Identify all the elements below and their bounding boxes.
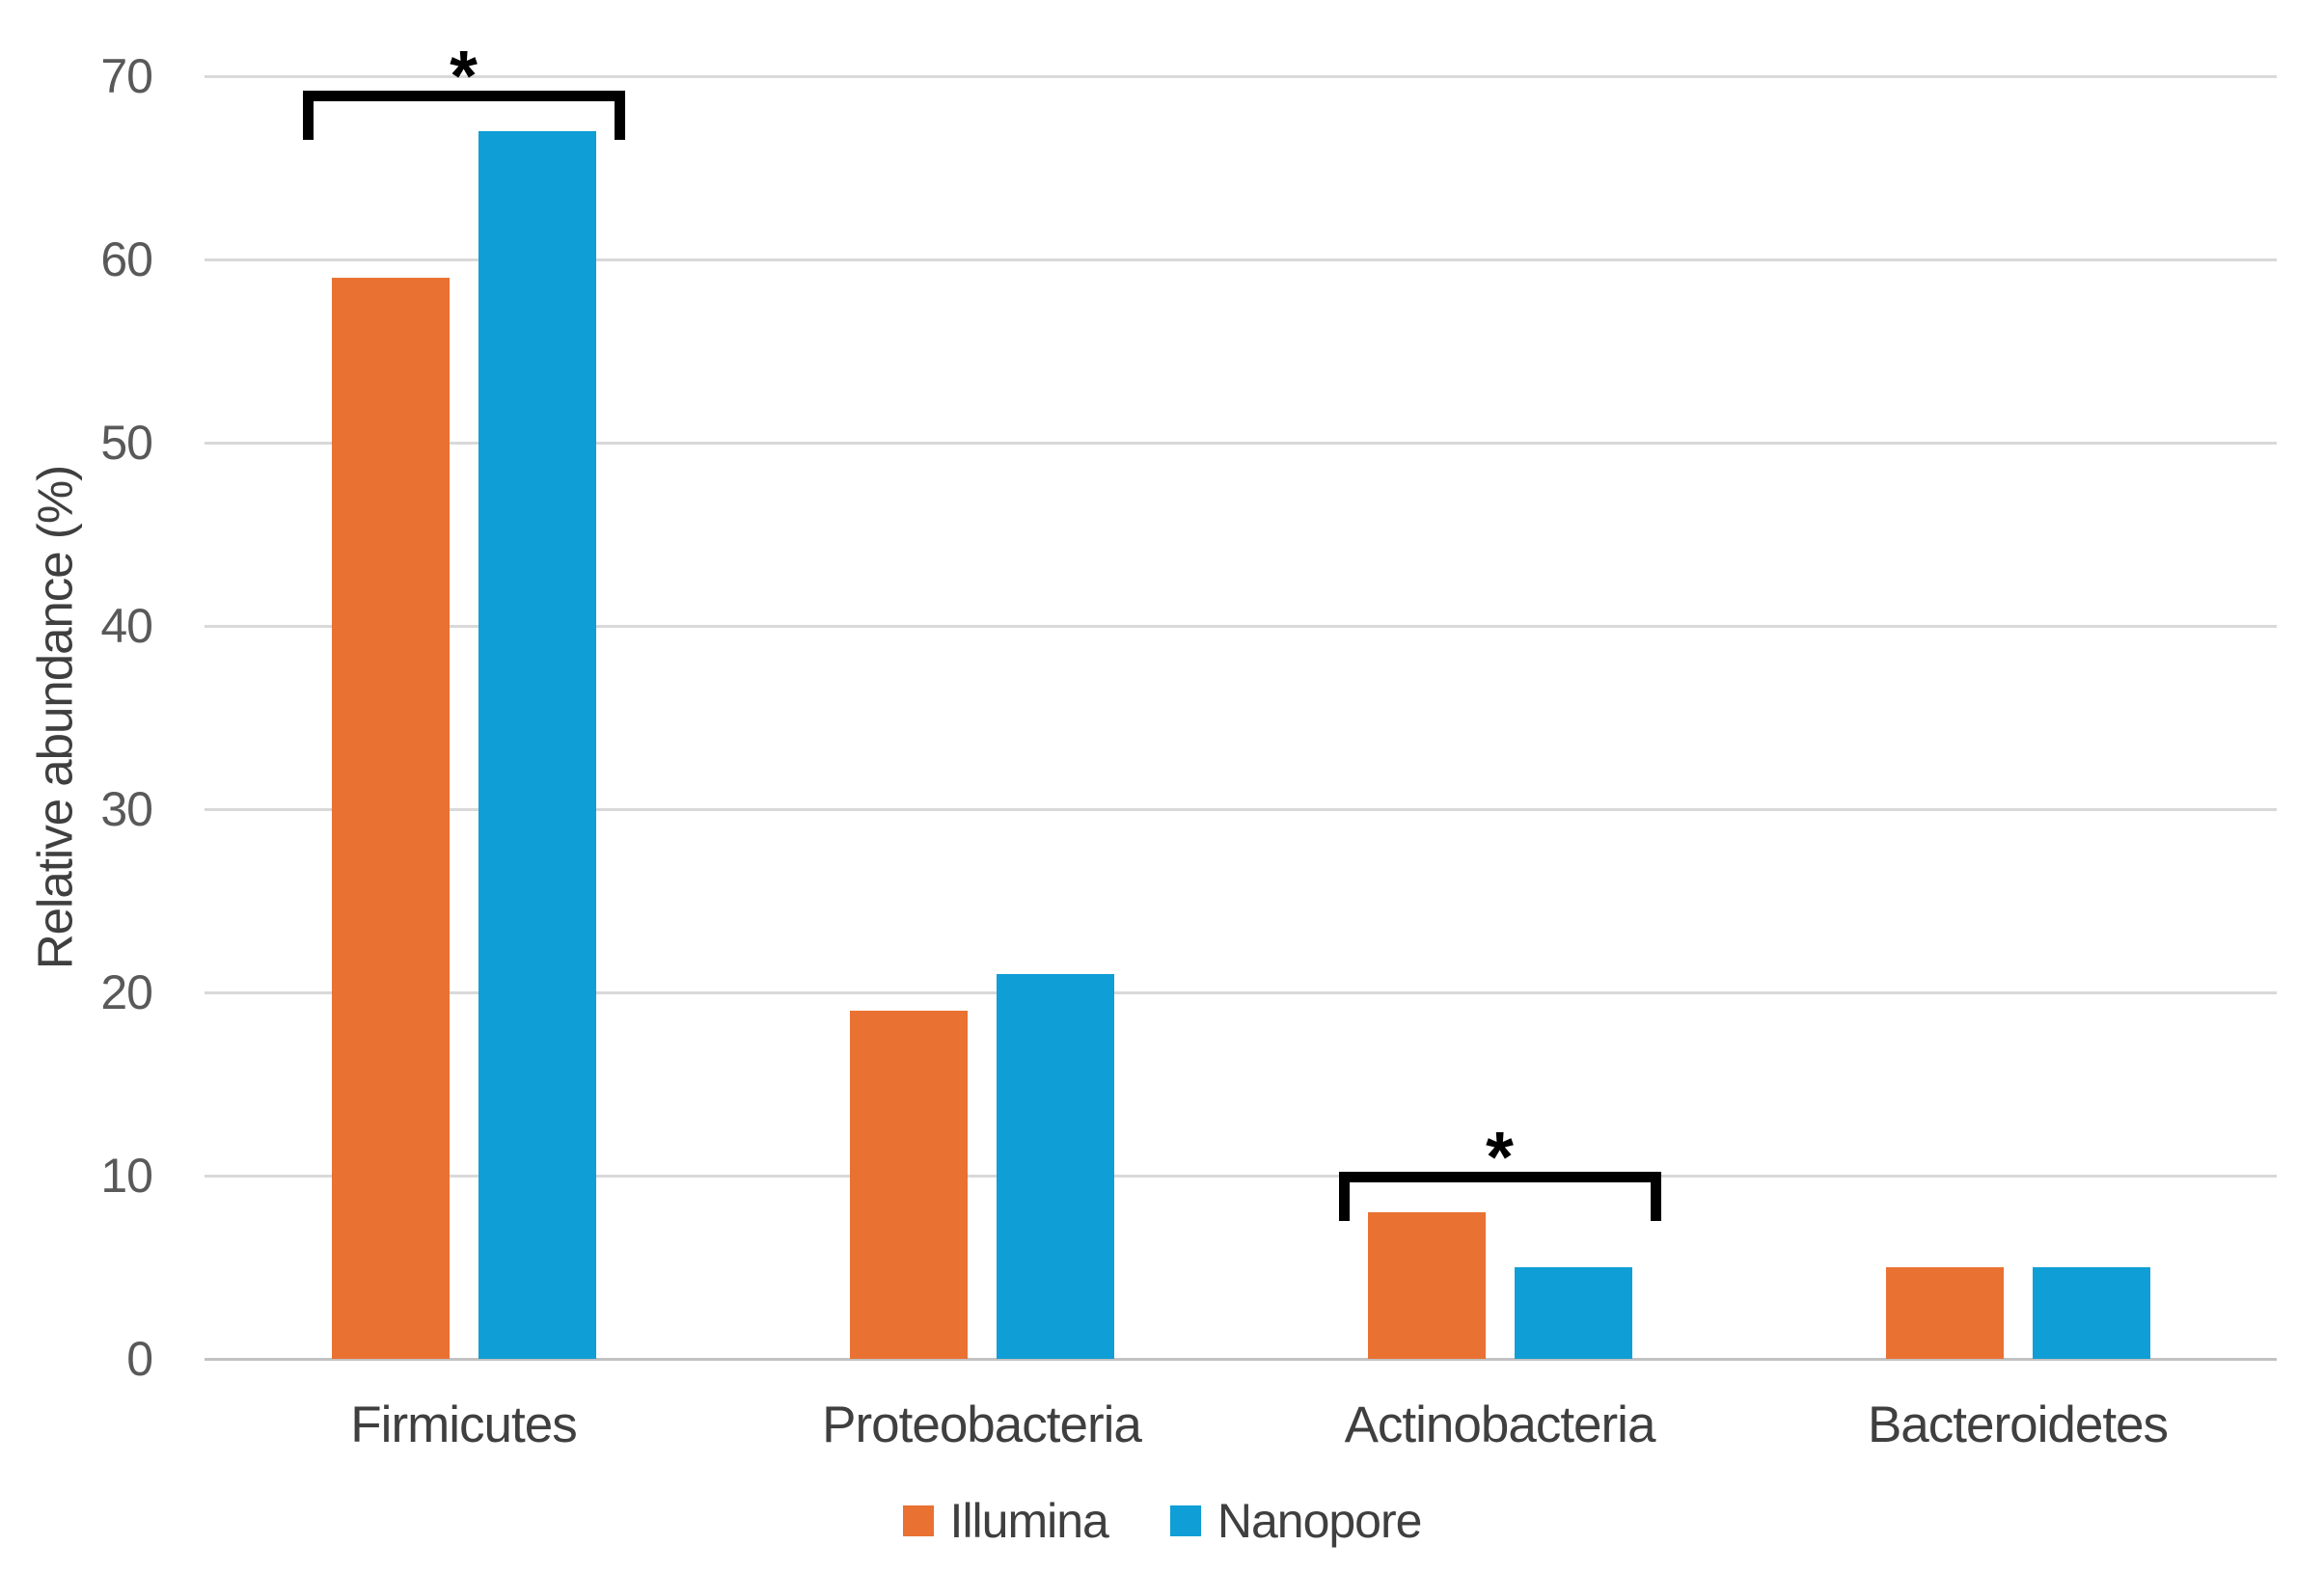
gridline	[205, 257, 2277, 261]
x-category-label: Firmicutes	[350, 1396, 577, 1453]
bar-illumina-proteobacteria	[849, 1011, 968, 1359]
y-tick-label: 60	[100, 232, 153, 286]
gridline	[205, 74, 2277, 78]
significance-asterisk: *	[450, 36, 478, 116]
significance-bracket	[302, 91, 625, 140]
gridline	[205, 1174, 2277, 1178]
gridline	[205, 807, 2277, 811]
y-tick-label: 50	[100, 416, 153, 470]
y-tick-label: 10	[100, 1149, 153, 1203]
bar-nanopore-firmicutes	[478, 131, 596, 1359]
bar-illumina-bacteroidetes	[1885, 1267, 2004, 1359]
x-category-label: Bacteroidetes	[1867, 1396, 2169, 1453]
legend-swatch-nanopore	[1169, 1505, 1201, 1536]
y-axis-title: Relative abundance (%)	[27, 465, 83, 970]
legend-item-nanopore: Nanopore	[1169, 1493, 1423, 1549]
legend: Illumina Nanopore	[0, 1493, 2324, 1549]
y-tick-label: 40	[100, 599, 153, 653]
bar-nanopore-proteobacteria	[996, 974, 1114, 1359]
x-axis-line	[205, 1357, 2277, 1361]
bar-nanopore-bacteroidetes	[2032, 1267, 2150, 1359]
y-tick-label: 0	[126, 1332, 153, 1386]
legend-item-illumina: Illumina	[902, 1493, 1109, 1549]
gridline	[205, 990, 2277, 994]
significance-asterisk: *	[1486, 1117, 1514, 1197]
y-tick-label: 70	[100, 49, 153, 103]
legend-swatch-illumina	[902, 1505, 934, 1536]
x-category-label: Actinobacteria	[1344, 1396, 1656, 1453]
gridline	[205, 624, 2277, 628]
y-tick-label: 30	[100, 782, 153, 836]
bar-illumina-firmicutes	[331, 278, 450, 1359]
gridline	[205, 441, 2277, 445]
legend-label: Nanopore	[1217, 1494, 1423, 1548]
x-category-label: Proteobacteria	[822, 1396, 1142, 1453]
legend-label: Illumina	[949, 1494, 1109, 1548]
significance-bracket	[1338, 1172, 1661, 1221]
bar-nanopore-actinobacteria	[1514, 1267, 1632, 1359]
bar-illumina-actinobacteria	[1367, 1212, 1486, 1359]
y-tick-label: 20	[100, 965, 153, 1019]
